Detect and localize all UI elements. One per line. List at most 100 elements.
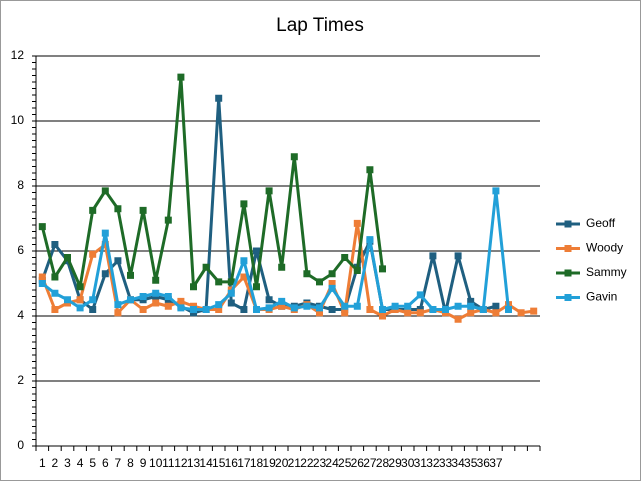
x-tick-label: 23	[313, 456, 327, 470]
point	[215, 94, 223, 102]
point	[76, 283, 84, 291]
point	[202, 306, 210, 313]
point	[240, 273, 248, 281]
point	[227, 289, 235, 297]
y-tick-label: 0	[17, 438, 24, 452]
x-tick-label: 35	[464, 456, 478, 470]
point	[404, 302, 412, 310]
point	[152, 276, 160, 284]
point	[278, 302, 286, 310]
point	[190, 306, 197, 313]
point	[177, 73, 185, 81]
legend-label: Woody	[586, 241, 623, 255]
x-tick-label: 34	[451, 456, 465, 470]
x-tick-label: 31	[414, 456, 428, 470]
point	[51, 241, 59, 248]
y-tick-label: 4	[17, 308, 24, 322]
point	[114, 205, 122, 213]
legend-swatch	[564, 220, 572, 228]
point	[152, 299, 160, 307]
point	[253, 247, 260, 255]
point	[454, 252, 462, 260]
point	[202, 263, 210, 271]
series-line	[40, 221, 534, 321]
y-tick-label: 10	[11, 113, 25, 127]
point	[64, 254, 71, 261]
point	[240, 306, 248, 313]
point	[303, 302, 311, 310]
point	[177, 304, 185, 312]
x-tick-label: 12	[174, 456, 188, 470]
point	[253, 306, 260, 313]
point	[353, 219, 361, 227]
x-tick-label: 3	[64, 456, 71, 470]
point	[164, 216, 172, 224]
point	[227, 299, 235, 307]
point	[64, 296, 71, 304]
point	[139, 306, 147, 313]
x-tick-label: 33	[439, 456, 453, 470]
legend-label: Geoff	[586, 216, 616, 230]
point	[215, 306, 223, 313]
point	[89, 250, 97, 258]
point	[517, 309, 525, 317]
x-tick-label: 11	[162, 456, 175, 470]
point	[227, 278, 235, 286]
legend-swatch	[564, 294, 572, 301]
point	[353, 267, 361, 274]
x-tick-label: 14	[199, 456, 213, 470]
x-tick-label: 5	[89, 456, 96, 470]
point	[467, 297, 475, 305]
point	[265, 304, 273, 312]
point	[38, 273, 46, 281]
x-tick-label: 20	[275, 456, 289, 470]
point	[328, 306, 336, 313]
point	[76, 296, 84, 304]
point	[38, 280, 46, 287]
x-tick-label: 13	[187, 456, 201, 470]
legend-label: Sammy	[586, 265, 627, 279]
x-tick-label: 6	[102, 456, 109, 470]
x-tick-label: 32	[426, 456, 440, 470]
point	[215, 301, 223, 309]
point	[341, 302, 349, 310]
point	[316, 304, 323, 312]
point	[38, 223, 46, 231]
point	[366, 236, 374, 244]
point	[479, 306, 487, 313]
point	[139, 206, 147, 214]
point	[114, 309, 122, 317]
point	[89, 306, 97, 313]
x-tick-label: 21	[288, 456, 302, 470]
x-tick-label: 37	[489, 456, 503, 470]
x-tick-label: 25	[338, 456, 352, 470]
point	[101, 187, 109, 195]
point	[391, 302, 399, 310]
x-tick-label: 26	[351, 456, 365, 470]
x-tick-label: 9	[140, 456, 147, 470]
legend-swatch	[564, 245, 572, 252]
point	[164, 293, 172, 300]
x-tick-label: 16	[225, 456, 239, 470]
x-tick-label: 17	[237, 456, 251, 470]
point	[353, 302, 361, 310]
point	[114, 301, 122, 309]
point	[492, 187, 500, 195]
point	[127, 271, 134, 279]
point	[316, 309, 323, 317]
point	[429, 252, 437, 260]
point	[89, 296, 97, 304]
point	[152, 289, 160, 297]
point	[139, 293, 147, 300]
point	[366, 306, 374, 313]
x-tick-label: 30	[401, 456, 415, 470]
point	[530, 307, 538, 315]
y-tick-label: 8	[17, 178, 24, 192]
y-tick-label: 6	[17, 243, 24, 257]
x-tick-label: 4	[77, 456, 84, 470]
point	[89, 206, 97, 214]
x-tick-label: 10	[149, 456, 163, 470]
point	[467, 302, 475, 310]
